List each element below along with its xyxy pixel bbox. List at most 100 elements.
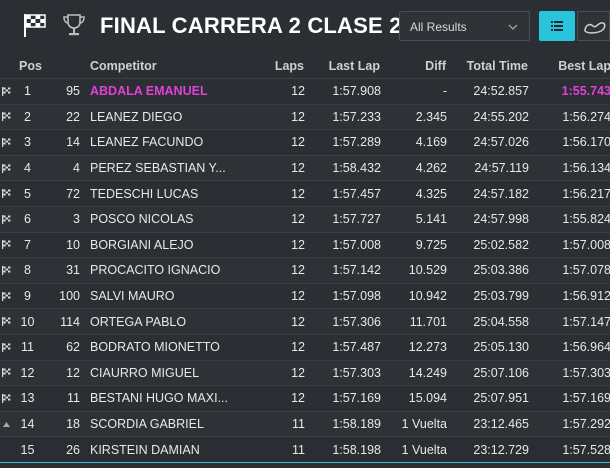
row-last-lap: 1:58.432 — [305, 155, 381, 182]
row-car-number: 4 — [42, 155, 86, 182]
row-position: 14 — [13, 411, 42, 438]
row-last-lap: 1:57.727 — [305, 206, 381, 233]
checkered-flag-icon — [0, 334, 13, 361]
row-competitor: TEDESCHI LUCAS — [86, 180, 249, 207]
row-car-number: 18 — [42, 411, 86, 438]
row-last-lap: 1:57.233 — [305, 104, 381, 131]
table-row[interactable]: 1 95 ABDALA EMANUEL 12 1:57.908-24:52.857 1:5… — [0, 78, 610, 105]
checkered-flag-icon — [0, 78, 13, 105]
row-competitor: BESTANI HUGO MAXI... — [86, 385, 249, 412]
row-last-lap: 1:57.303 — [305, 360, 381, 387]
header-best-lap[interactable]: Best Lap — [529, 54, 610, 79]
table-row[interactable]: 10 114 ORTEGA PABLO 12 1:57.306 11.701 25:04.5… — [0, 308, 610, 335]
row-total-time: 24:57.998 — [447, 206, 529, 233]
row-last-lap: 1:57.008 — [305, 232, 381, 259]
row-competitor: ORTEGA PABLO — [86, 308, 249, 335]
row-car-number: 72 — [42, 180, 86, 207]
row-competitor: PEREZ SEBASTIAN Y... — [86, 155, 249, 182]
checkered-flag-icon — [0, 206, 13, 233]
row-competitor: PROCACITO IGNACIO — [86, 257, 249, 284]
row-best-lap: 1:57.292 — [529, 411, 610, 438]
row-competitor: CIAURRO MIGUEL — [86, 360, 249, 387]
table-row[interactable]: 9 100 SALVI MAURO 12 1:57.098 10.942 25:03.799… — [0, 283, 610, 310]
table-row[interactable]: 5 72 TEDESCHI LUCAS 12 1:57.457 4.325 24:57.18… — [0, 180, 610, 207]
row-last-lap: 1:57.487 — [305, 334, 381, 361]
row-laps: 12 — [249, 104, 305, 131]
checkered-flag-icon — [0, 104, 13, 131]
row-status-icon — [0, 436, 13, 463]
row-laps: 12 — [249, 283, 305, 310]
header-icon-col — [0, 54, 13, 79]
table-row[interactable]: 2 22 LEANEZ DIEGO 12 1:57.233 2.345 24:55.202 1… — [0, 104, 610, 131]
row-total-time: 25:03.799 — [447, 283, 529, 310]
row-diff: 15.094 — [381, 385, 447, 412]
row-car-number: 100 — [42, 283, 86, 310]
results-table: Pos Competitor Laps Last Lap Diff Total … — [0, 54, 610, 463]
row-laps: 12 — [249, 232, 305, 259]
header-number — [42, 54, 86, 79]
checkered-flag-icon — [0, 129, 13, 156]
up-arrow-icon — [0, 411, 13, 438]
row-car-number: 95 — [42, 78, 86, 105]
row-total-time: 25:07.951 — [447, 385, 529, 412]
header-pos[interactable]: Pos — [13, 54, 42, 79]
row-laps: 12 — [249, 180, 305, 207]
row-last-lap: 1:57.169 — [305, 385, 381, 412]
row-last-lap: 1:57.142 — [305, 257, 381, 284]
row-total-time: 24:57.026 — [447, 129, 529, 156]
row-car-number: 12 — [42, 360, 86, 387]
row-diff: 14.249 — [381, 360, 447, 387]
row-laps: 12 — [249, 257, 305, 284]
row-car-number: 3 — [42, 206, 86, 233]
row-total-time: 25:03.386 — [447, 257, 529, 284]
row-diff: 10.529 — [381, 257, 447, 284]
page-title: FINAL CARRERA 2 CLASE 2 — [100, 13, 402, 38]
table-row[interactable]: 12 12 CIAURRO MIGUEL 12 1:57.303 14.249 25:07.… — [0, 360, 610, 387]
track-view-button[interactable] — [577, 11, 610, 41]
header-diff[interactable]: Diff — [381, 54, 447, 79]
row-diff: 2.345 — [381, 104, 447, 131]
table-row[interactable]: 6 3 POSCO NICOLAS 12 1:57.727 5.141 24:57.998 1… — [0, 206, 610, 233]
row-best-lap: 1:57.528 — [529, 436, 610, 463]
row-last-lap: 1:57.098 — [305, 283, 381, 310]
trophy-icon[interactable] — [61, 12, 87, 38]
row-last-lap: 1:58.189 — [305, 411, 381, 438]
header-last-lap[interactable]: Last Lap — [305, 54, 381, 79]
table-row[interactable]: 14 18 SCORDIA GABRIEL 11 1:58.189 1 Vuelta 23:… — [0, 411, 610, 438]
table-row[interactable]: 7 10 BORGIANI ALEJO 12 1:57.008 9.725 25:02.58… — [0, 232, 610, 259]
row-diff: 5.141 — [381, 206, 447, 233]
row-last-lap: 1:57.289 — [305, 129, 381, 156]
row-best-lap: 1:57.147 — [529, 308, 610, 335]
table-row[interactable]: 3 14 LEANEZ FACUNDO 12 1:57.289 4.169 24:57.02… — [0, 129, 610, 156]
row-position: 5 — [13, 180, 42, 207]
table-row[interactable]: 8 31 PROCACITO IGNACIO 12 1:57.142 10.529 25:0… — [0, 257, 610, 284]
list-view-button[interactable] — [539, 11, 575, 41]
row-position: 15 — [13, 436, 42, 463]
row-total-time: 25:07.106 — [447, 360, 529, 387]
row-diff: 4.262 — [381, 155, 447, 182]
header-laps[interactable]: Laps — [249, 54, 305, 79]
row-competitor: POSCO NICOLAS — [86, 206, 249, 233]
table-row[interactable]: 15 26 KIRSTEIN DAMIAN 11 1:58.198 1 Vuelta 23:… — [0, 436, 610, 463]
header-total-time[interactable]: Total Time — [447, 54, 529, 79]
row-laps: 11 — [249, 436, 305, 463]
row-last-lap: 1:57.908 — [305, 78, 381, 105]
table-row[interactable]: 13 11 BESTANI HUGO MAXI... 12 1:57.169 15.094… — [0, 385, 610, 412]
row-best-lap: 1:55.824 — [529, 206, 610, 233]
row-position: 9 — [13, 283, 42, 310]
row-laps: 12 — [249, 308, 305, 335]
checkered-flag-icon — [0, 360, 13, 387]
row-position: 13 — [13, 385, 42, 412]
checkered-flag-icon — [0, 283, 13, 310]
list-icon — [539, 21, 575, 45]
table-row[interactable]: 4 4 PEREZ SEBASTIAN Y... 12 1:58.432 4.262 24:… — [0, 155, 610, 182]
row-best-lap: 1:56.217 — [529, 180, 610, 207]
table-row[interactable]: 11 62 BODRATO MIONETTO 12 1:57.487 12.273 25:0… — [0, 334, 610, 361]
checkered-flag-icon — [0, 155, 13, 182]
row-position: 2 — [13, 104, 42, 131]
row-competitor: LEANEZ DIEGO — [86, 104, 249, 131]
results-filter-select[interactable]: All Results — [399, 11, 530, 41]
row-position: 3 — [13, 129, 42, 156]
results-body: 1 95 ABDALA EMANUEL 12 1:57.908-24:52.857 1:5… — [0, 78, 610, 463]
header-competitor[interactable]: Competitor — [86, 54, 249, 79]
